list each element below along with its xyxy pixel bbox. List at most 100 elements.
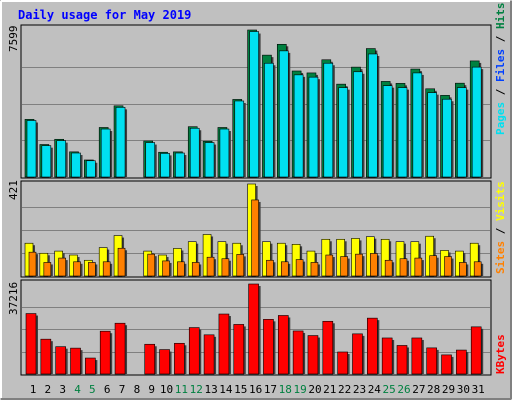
files-bar-13 (204, 142, 215, 178)
kbytes-bar-24 (367, 317, 378, 375)
legend-kbytes: KBytes (494, 334, 507, 374)
x-label-30: 30 (457, 383, 470, 396)
x-label-11: 11 (175, 383, 188, 396)
x-label-21: 21 (323, 383, 336, 396)
kbytes-bar-15 (233, 324, 245, 375)
kbytes-bar-11 (174, 342, 185, 375)
kbytes-bar-26 (396, 345, 408, 375)
sites-bar-25 (384, 259, 393, 277)
files-bar-12 (189, 127, 200, 178)
sites-bar-3 (58, 257, 66, 277)
sites-bar-9 (147, 253, 156, 277)
x-label-31: 31 (472, 383, 485, 396)
chart-title: Daily usage for May 2019 (18, 8, 191, 22)
files-bar-18 (278, 50, 289, 178)
kbytes-max-label: 37216 (7, 282, 20, 315)
kbytes-bar-1 (25, 313, 37, 375)
kbytes-bar-16 (248, 283, 259, 375)
files-bar-2 (41, 145, 52, 178)
x-label-26: 26 (397, 383, 410, 396)
sites-bar-23 (355, 253, 363, 277)
legend-hits-part-2: Files (494, 49, 507, 82)
files-bar-24 (368, 53, 378, 178)
sites-bar-21 (325, 254, 334, 277)
files-bar-30 (457, 87, 467, 178)
kbytes-bar-31 (470, 326, 482, 375)
files-bar-19 (293, 74, 304, 178)
x-label-23: 23 (353, 383, 366, 396)
x-label-10: 10 (160, 383, 173, 396)
x-label-1: 1 (30, 383, 37, 396)
files-bar-15 (234, 100, 245, 178)
sites-bar-10 (162, 260, 170, 277)
files-bar-6 (100, 128, 111, 178)
files-bar-20 (308, 76, 319, 178)
sites-bar-27 (414, 257, 423, 277)
sites-bar-12 (191, 262, 200, 277)
legend-visits-part-0: Sites (494, 241, 507, 274)
x-label-5: 5 (89, 383, 96, 396)
kbytes-bar-21 (322, 320, 334, 375)
kbytes-bar-20 (307, 335, 319, 375)
kbytes-bar-17 (263, 319, 274, 375)
kbytes-bar-2 (40, 338, 52, 375)
legend-visits-sites: Sites / Visits (494, 181, 507, 274)
x-axis-labels: 1 2 3 4 5 6 7 8 9 10 11 12 13 14 15 16 17 18 19 20 21 22 23 24 2… (30, 383, 485, 396)
files-bar-11 (175, 152, 185, 178)
files-bar-21 (323, 62, 334, 178)
files-bar-28 (427, 92, 437, 178)
kbytes-bar-18 (277, 315, 289, 375)
sites-bar-14 (221, 258, 230, 277)
files-bar-7 (115, 107, 126, 178)
kbytes-bar-19 (292, 330, 304, 375)
files-bar-31 (471, 66, 482, 178)
sites-bar-30 (459, 262, 467, 277)
x-label-4: 4 (74, 383, 81, 396)
hits-max-label: 7599 (7, 26, 20, 53)
sites-bar-24 (370, 253, 378, 277)
kbytes-bar-5 (85, 357, 96, 375)
kbytes-bar-28 (426, 347, 437, 375)
files-bar-14 (219, 128, 230, 178)
sites-bar-6 (102, 261, 111, 277)
x-label-8: 8 (134, 383, 141, 396)
sites-bar-18 (280, 261, 289, 277)
kbytes-bar-25 (381, 337, 393, 375)
files-bar-17 (264, 62, 274, 178)
kbytes-bar-7 (114, 322, 126, 375)
kbytes-bar-12 (188, 327, 200, 375)
x-label-22: 22 (338, 383, 351, 396)
kbytes-bar-23 (352, 333, 363, 375)
kbytes-bar-9 (144, 343, 156, 375)
x-label-13: 13 (204, 383, 217, 396)
x-label-16: 16 (249, 383, 262, 396)
kbytes-bar-22 (337, 351, 348, 375)
sites-bar-5 (88, 262, 96, 277)
files-bar-16 (249, 31, 259, 178)
sites-bar-31 (473, 261, 482, 277)
x-label-12: 12 (190, 383, 203, 396)
kbytes-bar-29 (441, 354, 452, 375)
bars (24, 29, 484, 375)
files-bar-9 (145, 142, 156, 178)
x-label-28: 28 (427, 383, 440, 396)
x-label-19: 19 (293, 383, 306, 396)
legend-kbytes-part-0: KBytes (494, 334, 507, 374)
sites-bar-7 (117, 247, 126, 277)
files-bar-29 (442, 98, 452, 178)
kbytes-bar-27 (411, 337, 423, 375)
kbytes-bar-13 (203, 334, 215, 375)
legend-visits-part-2: Visits (494, 181, 507, 221)
x-label-7: 7 (119, 383, 126, 396)
sites-bar-1 (28, 251, 37, 277)
x-label-18: 18 (279, 383, 292, 396)
x-label-15: 15 (234, 383, 247, 396)
x-label-24: 24 (368, 383, 382, 396)
files-bar-10 (160, 153, 170, 178)
kbytes-bar-30 (456, 349, 467, 375)
sites-bar-28 (429, 255, 437, 277)
files-bar-3 (56, 140, 66, 178)
x-label-25: 25 (383, 383, 396, 396)
visits-max-label: 421 (7, 180, 20, 200)
